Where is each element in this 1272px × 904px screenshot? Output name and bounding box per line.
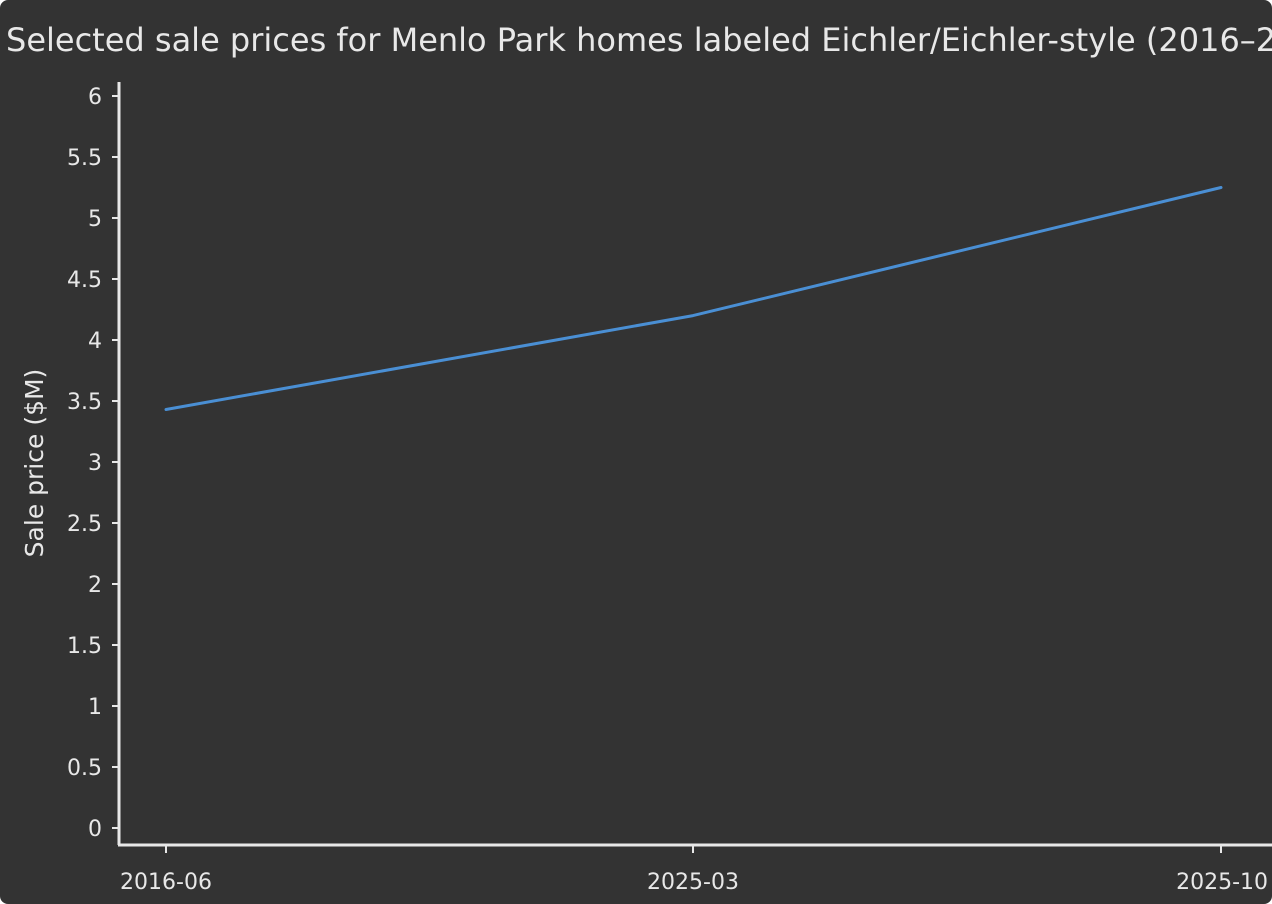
y-tick-label: 2.5	[67, 512, 102, 537]
x-tick-label: 2025-10	[1176, 870, 1268, 895]
y-tick-label: 0.5	[67, 756, 102, 781]
y-tick-label: 5	[88, 207, 102, 232]
y-tick-label: 1.5	[67, 634, 102, 659]
y-tick-label: 3.5	[67, 390, 102, 415]
y-tick-label: 6	[88, 85, 102, 110]
y-tick-label: 0	[88, 817, 102, 842]
y-axis-label: Sale price ($M)	[20, 369, 49, 558]
y-tick-label: 4	[88, 329, 102, 354]
series-line	[164, 186, 1223, 411]
x-tick-label: 2025-03	[647, 870, 739, 895]
y-tick-label: 4.5	[67, 268, 102, 293]
x-tick-label: 2016-06	[120, 870, 212, 895]
y-tick-label: 5.5	[67, 146, 102, 171]
y-tick-label: 2	[88, 573, 102, 598]
y-tick-label: 1	[88, 695, 102, 720]
chart-title: Selected sale prices for Menlo Park home…	[6, 21, 1272, 59]
y-tick-label: 3	[88, 451, 102, 476]
